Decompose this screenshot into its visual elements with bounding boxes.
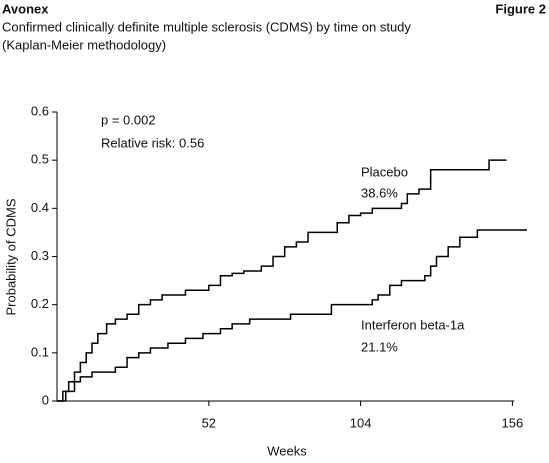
- y-tick-label: 0.5: [31, 152, 49, 167]
- legend-label: Interferon beta-1a: [361, 317, 465, 332]
- subtitle: (Kaplan-Meier methodology): [2, 37, 166, 52]
- step-line: [57, 229, 527, 402]
- x-tick-label: 156: [502, 415, 524, 430]
- y-tick-label: 0: [42, 392, 49, 407]
- x-axis-label: Weeks: [267, 443, 307, 458]
- annotation: p = 0.002: [101, 112, 156, 127]
- x-tick-label: 104: [350, 415, 372, 430]
- series-value-label: 38.6%: [361, 185, 398, 200]
- y-tick-label: 0.2: [31, 296, 49, 311]
- x-tick-label: 52: [202, 415, 216, 430]
- legend-label: Placebo: [361, 164, 408, 179]
- step-line: [57, 159, 507, 402]
- y-tick-label: 0.6: [31, 103, 49, 118]
- annotation: Relative risk: 0.56: [101, 135, 204, 150]
- subtitle: Confirmed clinically definite multiple s…: [2, 19, 411, 34]
- chart-title: Avonex: [2, 1, 49, 16]
- y-tick-label: 0.1: [31, 344, 49, 359]
- series-value-label: 21.1%: [361, 339, 398, 354]
- y-axis-label: Probability of CDMS: [3, 198, 18, 315]
- figure-label: Figure 2: [495, 1, 546, 16]
- y-tick-label: 0.3: [31, 248, 49, 263]
- y-tick-label: 0.4: [31, 200, 49, 215]
